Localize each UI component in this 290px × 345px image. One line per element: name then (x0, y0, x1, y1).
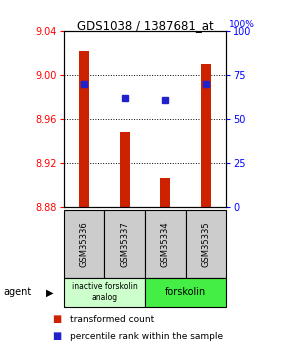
Text: forskolin: forskolin (165, 287, 206, 297)
FancyBboxPatch shape (145, 278, 226, 307)
Text: GSM35334: GSM35334 (161, 221, 170, 267)
Text: ■: ■ (52, 314, 61, 324)
Text: GSM35336: GSM35336 (79, 221, 89, 267)
FancyBboxPatch shape (145, 210, 186, 278)
FancyBboxPatch shape (104, 210, 145, 278)
Bar (119, 132, 130, 207)
Text: GSM35337: GSM35337 (120, 221, 129, 267)
Text: transformed count: transformed count (70, 315, 154, 324)
Text: GSM35335: GSM35335 (201, 221, 211, 267)
Text: percentile rank within the sample: percentile rank within the sample (70, 332, 223, 341)
Text: inactive forskolin
analog: inactive forskolin analog (72, 282, 137, 303)
Bar (160, 178, 171, 207)
Text: agent: agent (3, 287, 31, 297)
Text: 100%: 100% (229, 20, 255, 29)
Bar (201, 64, 211, 207)
FancyBboxPatch shape (64, 210, 104, 278)
Bar (79, 51, 89, 207)
Text: GDS1038 / 1387681_at: GDS1038 / 1387681_at (77, 19, 213, 32)
FancyBboxPatch shape (186, 210, 226, 278)
Text: ■: ■ (52, 332, 61, 341)
Text: ▶: ▶ (46, 287, 53, 297)
FancyBboxPatch shape (64, 278, 145, 307)
